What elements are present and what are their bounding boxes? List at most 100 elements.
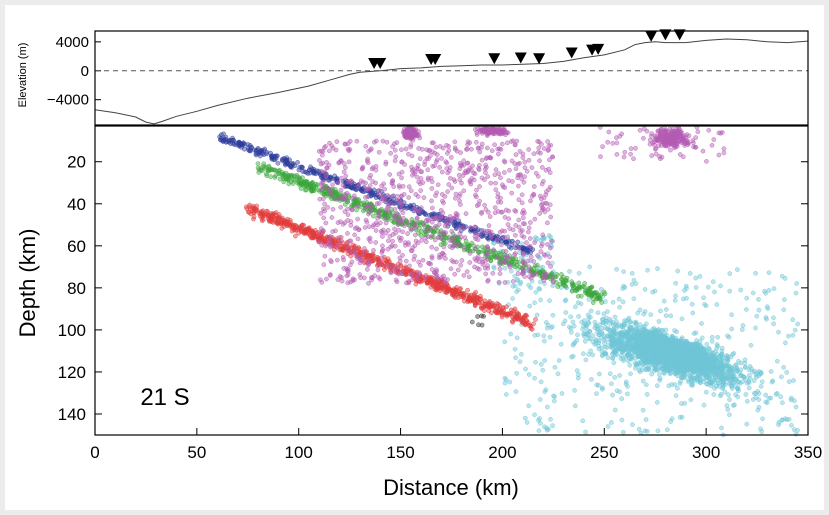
hypocenter-point-series-0 bbox=[766, 270, 772, 276]
hypocenter-point-series-0 bbox=[533, 289, 539, 295]
hypocenter-point-series-0 bbox=[646, 367, 652, 373]
hypocenter-point-series-0 bbox=[639, 346, 645, 352]
hypocenter-point-series-0 bbox=[645, 328, 651, 334]
hypocenter-point-series-1 bbox=[337, 247, 343, 253]
hypocenter-point-series-0 bbox=[547, 298, 552, 303]
hypocenter-point-series-1 bbox=[279, 225, 285, 231]
hypocenter-point-series-1 bbox=[385, 256, 391, 262]
hypocenter-point-series-0 bbox=[758, 426, 763, 432]
hypocenter-point-series-0 bbox=[794, 281, 799, 286]
hypocenter-point-series-0 bbox=[611, 326, 616, 332]
hypocenter-point-series-0 bbox=[655, 428, 661, 434]
hypocenter-point-series-0 bbox=[714, 302, 720, 307]
hypocenter-point-series-0 bbox=[711, 369, 717, 375]
hypocenter-point-series-2 bbox=[418, 229, 424, 234]
hypocenter-point-series-0 bbox=[562, 298, 568, 304]
hypocenter-point-series-1 bbox=[427, 276, 433, 282]
hypocenter-point-series-0 bbox=[773, 392, 779, 397]
hypocenter-point-series-0 bbox=[547, 334, 553, 340]
hypocenter-point-series-0 bbox=[678, 360, 683, 365]
hypocenter-point-series-0 bbox=[663, 307, 669, 312]
hypocenter-point-series-0 bbox=[756, 307, 762, 313]
hypocenter-point-series-0 bbox=[747, 376, 753, 381]
hypocenter-point-series-0 bbox=[680, 345, 686, 350]
hypocenter-point-series-2 bbox=[268, 174, 273, 179]
hypocenter-point-series-0 bbox=[679, 341, 685, 346]
hypocenter-point-series-0 bbox=[610, 392, 615, 398]
hypocenter-point-series-1 bbox=[506, 311, 511, 317]
hypocenter-point-series-2 bbox=[271, 167, 276, 173]
hypocenter-point-series-1 bbox=[398, 262, 404, 268]
hypocenter-point-series-0 bbox=[762, 288, 767, 294]
hypocenter-point-series-1 bbox=[511, 311, 517, 316]
hypocenter-point-series-0 bbox=[605, 355, 611, 360]
hypocenter-point-series-0 bbox=[719, 351, 725, 357]
hypocenter-point-series-0 bbox=[552, 394, 557, 400]
hypocenter-point-series-0 bbox=[637, 307, 643, 313]
hypocenter-point-series-1 bbox=[511, 316, 516, 321]
hypocenter-point-series-0 bbox=[729, 326, 735, 332]
hypocenter-point-series-2 bbox=[272, 175, 278, 180]
hypocenter-point-series-0 bbox=[572, 388, 577, 393]
hypocenter-point-series-1 bbox=[522, 314, 527, 320]
hypocenter-point-series-1 bbox=[489, 310, 494, 316]
hypocenter-point-series-2 bbox=[563, 283, 568, 289]
hypocenter-point-series-2 bbox=[303, 179, 308, 185]
hypocenter-point-series-0 bbox=[526, 282, 532, 288]
hypocenter-point-series-0 bbox=[673, 393, 679, 398]
hypocenter-point-series-0 bbox=[682, 401, 688, 406]
hypocenter-point-series-0 bbox=[491, 265, 497, 271]
hypocenter-point-series-0 bbox=[709, 338, 715, 344]
hypocenter-point-series-0 bbox=[782, 297, 787, 302]
hypocenter-point-series-0 bbox=[619, 417, 625, 423]
hypocenter-point-series-0 bbox=[491, 241, 497, 246]
hypocenter-point-series-0 bbox=[538, 297, 543, 303]
hypocenter-point-series-0 bbox=[609, 344, 615, 349]
hypocenter-point-series-0 bbox=[774, 358, 780, 364]
hypocenter-point-series-2 bbox=[276, 168, 282, 174]
hypocenter-point-series-0 bbox=[573, 304, 578, 310]
hypocenter-point-series-2 bbox=[314, 182, 320, 188]
hypocenter-point-series-0 bbox=[678, 379, 683, 384]
hypocenter-point-series-2 bbox=[555, 284, 561, 289]
hypocenter-point-series-2 bbox=[574, 288, 579, 294]
hypocenter-point-series-0 bbox=[620, 286, 626, 291]
hypocenter-point-series-1 bbox=[478, 296, 484, 302]
hypocenter-point-series-0 bbox=[642, 287, 648, 292]
hypocenter-point-series-0 bbox=[789, 422, 794, 428]
hypocenter-point-series-0 bbox=[675, 268, 681, 274]
hypocenter-point-series-0 bbox=[673, 293, 678, 299]
hypocenter-point-series-0 bbox=[551, 398, 557, 404]
hypocenter-point-series-1 bbox=[515, 316, 521, 322]
hypocenter-point-series-1 bbox=[288, 224, 293, 229]
hypocenter-point-series-1 bbox=[475, 300, 481, 306]
hypocenter-point-series-2 bbox=[590, 290, 596, 296]
hypocenter-point-series-0 bbox=[719, 358, 725, 363]
hypocenter-point-series-2 bbox=[589, 285, 594, 290]
hypocenter-point-series-2 bbox=[354, 207, 359, 213]
hypocenter-point-series-0 bbox=[646, 333, 651, 339]
hypocenter-point-series-0 bbox=[719, 425, 724, 431]
hypocenter-point-series-0 bbox=[697, 338, 703, 344]
hypocenter-point-series-1 bbox=[528, 323, 534, 329]
hypocenter-point-series-0 bbox=[674, 366, 680, 372]
hypocenter-point-series-2 bbox=[283, 170, 289, 176]
hypocenter-point-series-0 bbox=[703, 389, 709, 395]
hypocenter-point-series-0 bbox=[621, 269, 626, 275]
station-triangle bbox=[374, 57, 387, 69]
hypocenter-point-series-2 bbox=[582, 280, 588, 286]
hypocenter-point-series-0 bbox=[601, 333, 607, 339]
hypocenter-point-series-0 bbox=[619, 396, 625, 402]
hypocenter-point-series-2 bbox=[283, 176, 289, 182]
hypocenter-point-series-1 bbox=[251, 210, 257, 216]
hypocenter-point-series-1 bbox=[449, 288, 455, 293]
hypocenter-point-series-1 bbox=[498, 309, 504, 315]
hypocenter-point-series-0 bbox=[695, 348, 700, 353]
elevation-tick-label: 4000 bbox=[56, 34, 89, 51]
hypocenter-point-series-0 bbox=[683, 283, 689, 289]
hypocenter-point-series-0 bbox=[664, 340, 669, 346]
hypocenter-point-series-0 bbox=[626, 338, 632, 343]
hypocenter-point-series-2 bbox=[370, 213, 376, 219]
hypocenter-point-series-0 bbox=[567, 269, 572, 274]
